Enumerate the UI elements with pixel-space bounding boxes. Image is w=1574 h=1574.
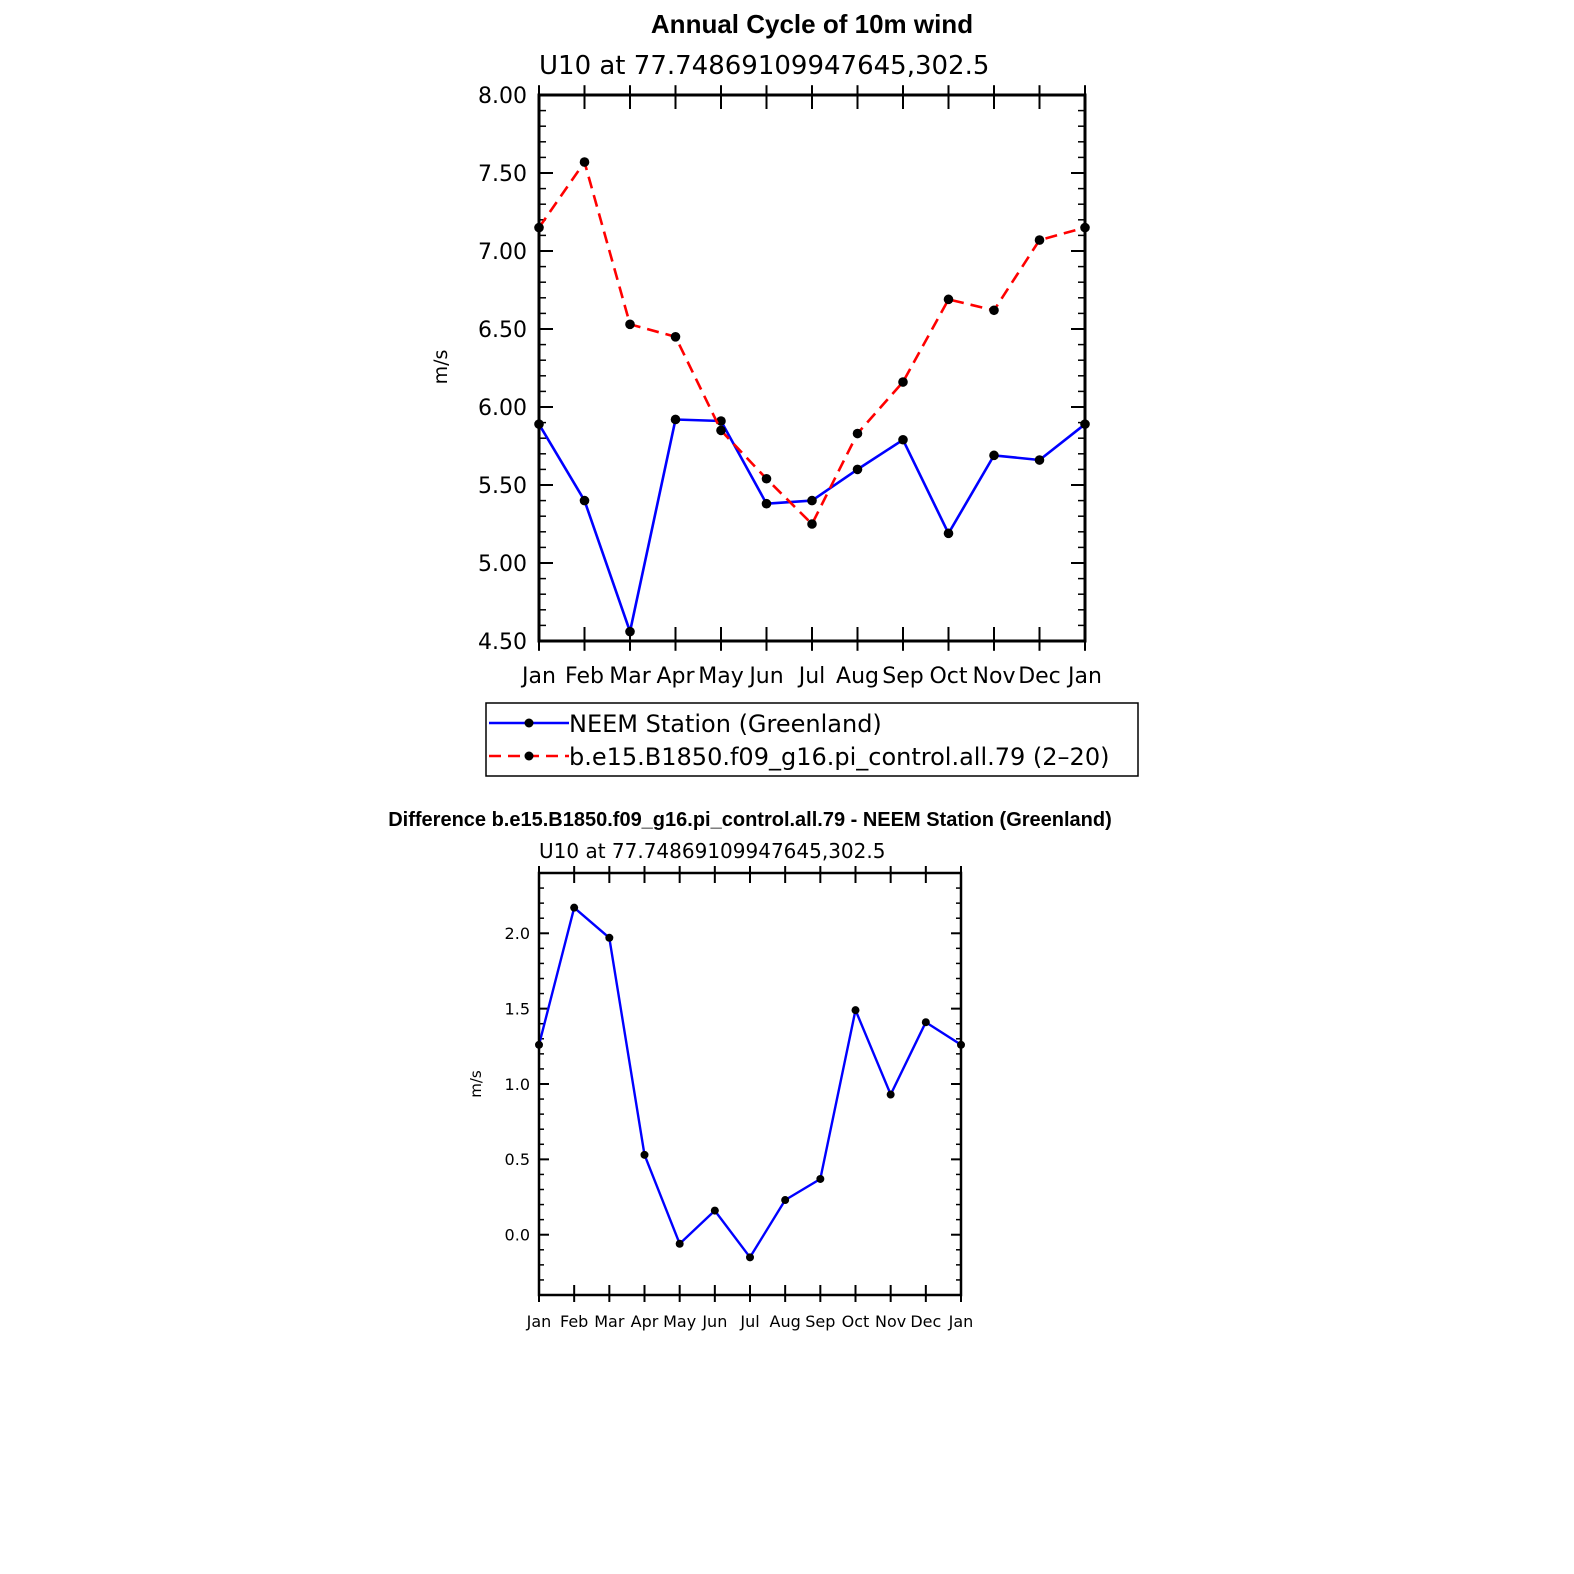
x-tick-label: Jan: [948, 1312, 974, 1331]
legend-label-neem: NEEM Station (Greenland): [569, 710, 882, 738]
difference-chart-title: Difference b.e15.B1850.f09_g16.pi_contro…: [388, 809, 1112, 831]
data-point-s0-9: [943, 528, 954, 539]
x-tick-label: Feb: [560, 1312, 588, 1331]
y-tick-label: 1.0: [505, 1075, 530, 1094]
x-tick-label: Aug: [770, 1312, 801, 1331]
y-tick-label: 2.0: [505, 924, 530, 943]
data-point-s0-3: [670, 414, 681, 425]
data-point-s0-4: [716, 416, 726, 426]
data-point-s0-2: [605, 933, 614, 942]
y-tick-label: 5.50: [478, 474, 527, 499]
data-point-s0-3: [640, 1150, 649, 1159]
y-axis-label: m/s: [430, 350, 452, 385]
data-point-s0-5: [761, 498, 772, 509]
data-point-s1-9: [943, 294, 954, 305]
data-point-s0-6: [807, 495, 817, 506]
data-point-s1-11: [1034, 235, 1045, 245]
data-point-s1-2: [625, 319, 635, 330]
x-tick-label: Apr: [631, 1312, 659, 1331]
x-tick-label: Nov: [875, 1312, 906, 1331]
data-point-s1-4: [716, 425, 726, 436]
y-tick-label: 8.00: [478, 84, 527, 109]
difference-chart-subtitle: U10 at 77.74869109947645,302.5: [539, 839, 885, 863]
x-tick-label: Mar: [594, 1312, 625, 1331]
x-tick-label: Jan: [1066, 664, 1102, 689]
x-tick-label: Jun: [701, 1312, 727, 1331]
difference-series-layer: [535, 903, 965, 1262]
difference-axis-ticks: 0.0 0.5 1.0 1.5 2.0 Jan Feb Mar Apr May Jun Jul Aug S…: [505, 866, 974, 1331]
y-tick-label: 7.50: [478, 162, 527, 187]
data-point-s1-3: [670, 332, 681, 342]
data-point-s1-5: [761, 473, 772, 484]
x-tick-label: Jan: [520, 664, 556, 689]
y-tick-label: 0.5: [505, 1150, 530, 1169]
x-tick-label: Jun: [747, 664, 783, 689]
plot-frame: [537, 93, 1087, 643]
y-tick-label: 6.00: [478, 396, 527, 421]
x-tick-label: Nov: [973, 664, 1016, 689]
x-tick-label: Oct: [929, 664, 967, 689]
y-tick-label: 0.0: [505, 1225, 530, 1244]
data-point-s0-4: [675, 1239, 684, 1248]
data-point-s0-2: [625, 626, 635, 637]
x-tick-label: May: [663, 1312, 696, 1331]
y-tick-label: 5.00: [478, 552, 527, 577]
x-tick-label: Jan: [526, 1312, 552, 1331]
series-line-0: [537, 906, 962, 1259]
x-tick-label: Oct: [842, 1312, 870, 1331]
data-point-s0-10: [989, 450, 999, 461]
x-tick-label: Jul: [797, 664, 826, 689]
data-point-s1-1: [579, 157, 590, 167]
data-point-s0-10: [886, 1090, 895, 1099]
data-point-s0-6: [746, 1253, 754, 1262]
y-tick-label: 1.5: [505, 999, 530, 1018]
x-tick-label: Feb: [565, 664, 604, 689]
x-tick-label: Aug: [836, 664, 879, 689]
series-line-1: [537, 160, 1086, 526]
chart-title: Annual Cycle of 10m wind: [651, 9, 973, 39]
data-point-s0-5: [710, 1206, 719, 1215]
data-point-s1-10: [989, 305, 999, 316]
data-point-s0-7: [852, 464, 863, 475]
legend: NEEM Station (Greenland) b.e15.B1850.f09…: [485, 702, 1139, 777]
x-tick-label: Mar: [609, 664, 651, 689]
data-point-s0-1: [579, 495, 590, 506]
data-point-s0-9: [851, 1006, 860, 1015]
legend-marker-neem: [524, 718, 534, 728]
x-tick-label: Sep: [882, 664, 923, 689]
data-point-s0-11: [1034, 455, 1045, 465]
data-point-s1-8: [898, 377, 908, 387]
chart-subtitle: U10 at 77.74869109947645,302.5: [539, 51, 989, 81]
data-point-s0-8: [898, 434, 908, 445]
data-point-s0-7: [781, 1196, 790, 1205]
legend-box: [485, 702, 1139, 777]
y-tick-label: 4.50: [478, 630, 527, 655]
legend-marker-model: [524, 751, 534, 761]
data-point-s1-7: [852, 428, 863, 439]
legend-label-model: b.e15.B1850.f09_g16.pi_control.all.79 (2…: [569, 743, 1109, 771]
series-layer: [534, 157, 1090, 637]
x-tick-label: Dec: [1018, 664, 1061, 689]
x-tick-label: May: [698, 664, 743, 689]
data-point-s0-8: [816, 1174, 825, 1183]
data-point-s0-11: [921, 1018, 930, 1027]
y-tick-label: 7.00: [478, 240, 527, 265]
x-tick-label: Apr: [656, 664, 695, 689]
difference-y-axis-label: m/s: [467, 1070, 485, 1098]
x-tick-label: Jul: [739, 1312, 759, 1331]
data-point-s1-6: [807, 519, 817, 529]
difference-plot-frame: [537, 871, 963, 1297]
annual-cycle-chart: Annual Cycle of 10m wind U10 at 77.74869…: [430, 9, 1139, 777]
y-tick-label: 6.50: [478, 318, 527, 343]
x-tick-label: Dec: [910, 1312, 941, 1331]
data-point-s0-1: [570, 903, 579, 912]
difference-chart: Difference b.e15.B1850.f09_g16.pi_contro…: [388, 809, 1112, 1331]
x-tick-label: Sep: [805, 1312, 835, 1331]
